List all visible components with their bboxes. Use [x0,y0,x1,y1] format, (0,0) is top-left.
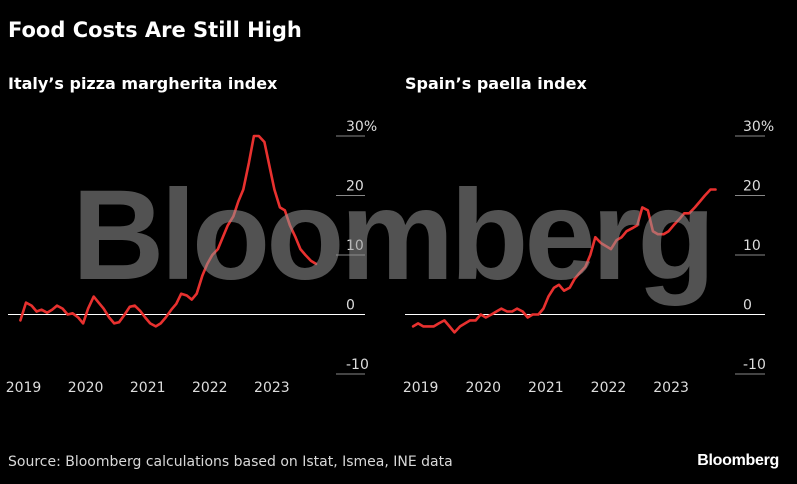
y-tick-label: 10 [743,238,761,254]
x-tick-label: 2020 [68,380,104,396]
spain-chart-subtitle: Spain’s paella index [405,74,587,93]
y-tick-label: 0 [346,298,355,314]
series-line [19,134,318,328]
x-tick-label: 2020 [465,380,501,396]
y-tick-label: 30% [346,119,377,135]
y-tick-label: 20 [346,179,364,195]
x-tick-label: 2022 [591,380,627,396]
x-tick-label: 2023 [653,380,689,396]
x-tick-label: 2022 [192,380,228,396]
y-tick-label: -10 [346,357,369,373]
spain-panel: 30% 20 10 0 -10 2019 2020 2021 2022 2023 [403,119,774,396]
x-tick-label: 2019 [403,380,439,396]
x-tick-label: 2021 [130,380,166,396]
y-tick-label: 30% [743,119,774,135]
x-tick-label: 2019 [6,380,42,396]
y-tick-label: 0 [743,298,752,314]
y-tick-label: 20 [743,179,761,195]
y-tick-label: -10 [743,357,766,373]
italy-chart-subtitle: Italy’s pizza margherita index [8,74,278,93]
bloomberg-logo: Bloomberg [697,452,779,469]
source-note: Source: Bloomberg calculations based on … [8,454,453,470]
x-tick-label: 2023 [254,380,290,396]
italy-panel: 30% 20 10 0 -10 2019 2020 2021 2022 2023 [6,119,377,396]
chart-title: Food Costs Are Still High [8,18,302,42]
series-line [411,188,717,334]
x-tick-label: 2021 [528,380,564,396]
y-tick-label: 10 [346,238,364,254]
